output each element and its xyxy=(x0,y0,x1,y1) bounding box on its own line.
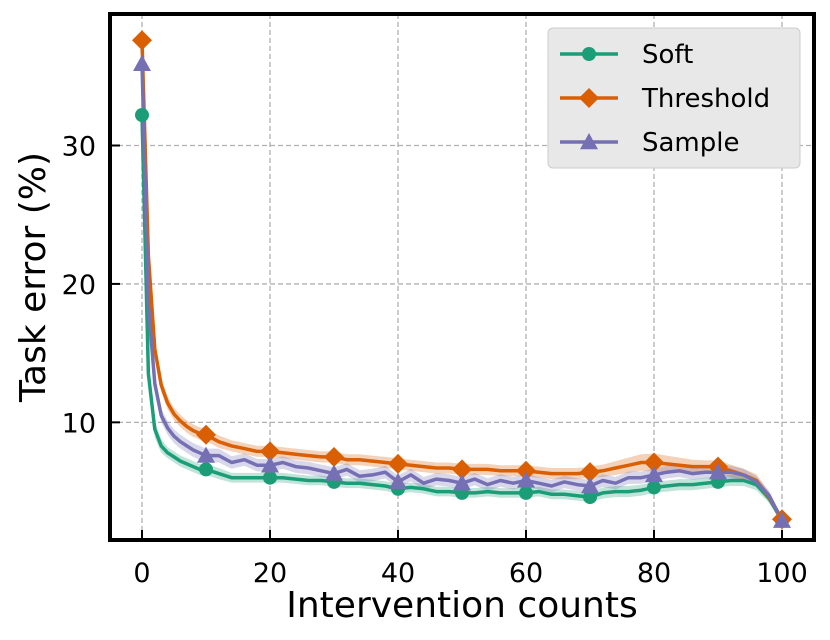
soft-marker xyxy=(263,470,277,485)
threshold-marker xyxy=(132,30,152,51)
sample-marker xyxy=(773,511,791,528)
plot-frame xyxy=(108,12,816,542)
sample-marker xyxy=(581,477,599,494)
y-tick-label: 20 xyxy=(62,270,96,301)
threshold-marker xyxy=(260,441,280,462)
x-axis-label: Intervention counts xyxy=(286,585,638,626)
legend-sample-marker xyxy=(580,133,598,150)
threshold-marker xyxy=(516,460,536,481)
x-tick-label: 40 xyxy=(381,558,415,589)
threshold-marker xyxy=(324,446,344,467)
x-tick-label: 20 xyxy=(253,558,287,589)
sample-marker xyxy=(453,474,471,491)
legend-box xyxy=(547,27,801,169)
legend-soft-marker xyxy=(582,47,596,61)
y-tick-label: 30 xyxy=(62,132,96,163)
sample-line xyxy=(140,63,784,522)
x-tick-label: 100 xyxy=(756,558,808,589)
sample-marker xyxy=(517,471,535,488)
series-markers xyxy=(132,30,792,530)
legend-soft-label: Soft xyxy=(642,40,693,70)
x-tick-label: 0 xyxy=(133,558,150,589)
sample-marker xyxy=(389,472,407,490)
x-tick-label: 60 xyxy=(509,558,543,589)
sample-marker xyxy=(645,465,663,483)
sample-marker xyxy=(709,463,727,480)
legend-threshold-marker xyxy=(579,88,599,108)
threshold-marker xyxy=(452,459,472,480)
y-axis-label: Task error (%) xyxy=(13,152,54,403)
y-tick-label: 10 xyxy=(62,408,96,439)
threshold-marker xyxy=(580,462,600,483)
sample-marker xyxy=(325,464,343,481)
threshold-marker xyxy=(644,452,664,473)
soft-marker xyxy=(519,485,533,500)
soft-marker xyxy=(583,490,597,505)
legend: Soft Threshold Sample xyxy=(547,27,801,169)
soft-marker xyxy=(647,480,661,495)
soft-marker xyxy=(199,462,213,477)
threshold-marker xyxy=(388,453,408,474)
soft-marker xyxy=(135,108,149,123)
sample-marker xyxy=(261,456,279,473)
legend-threshold-label: Threshold xyxy=(641,84,770,114)
sample-marker xyxy=(197,446,215,463)
threshold-marker xyxy=(196,424,216,445)
legend-sample-label: Sample xyxy=(642,128,740,158)
x-tick-label: 80 xyxy=(637,558,671,589)
axis-ticks: 0 20 40 60 80 100 10 20 30 xyxy=(62,132,808,590)
sample-marker xyxy=(133,54,151,72)
